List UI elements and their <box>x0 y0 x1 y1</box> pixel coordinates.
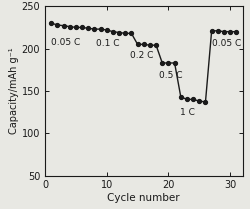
Text: 0.5 C: 0.5 C <box>159 71 183 80</box>
Text: 0.05 C: 0.05 C <box>51 38 80 47</box>
Text: 1 C: 1 C <box>180 108 194 117</box>
Text: 0.05 C: 0.05 C <box>212 39 241 48</box>
Text: 0.1 C: 0.1 C <box>96 39 119 48</box>
Text: 0.2 C: 0.2 C <box>130 51 154 60</box>
X-axis label: Cycle number: Cycle number <box>108 193 180 203</box>
Y-axis label: Capacity/mAh g⁻¹: Capacity/mAh g⁻¹ <box>9 48 19 134</box>
